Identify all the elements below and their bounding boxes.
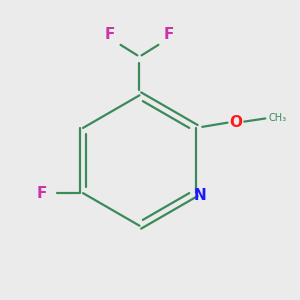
Text: F: F [105, 27, 115, 42]
Text: O: O [230, 115, 242, 130]
Text: CH₃: CH₃ [268, 113, 286, 124]
Text: N: N [194, 188, 206, 203]
Text: F: F [37, 186, 47, 201]
Text: F: F [164, 27, 174, 42]
